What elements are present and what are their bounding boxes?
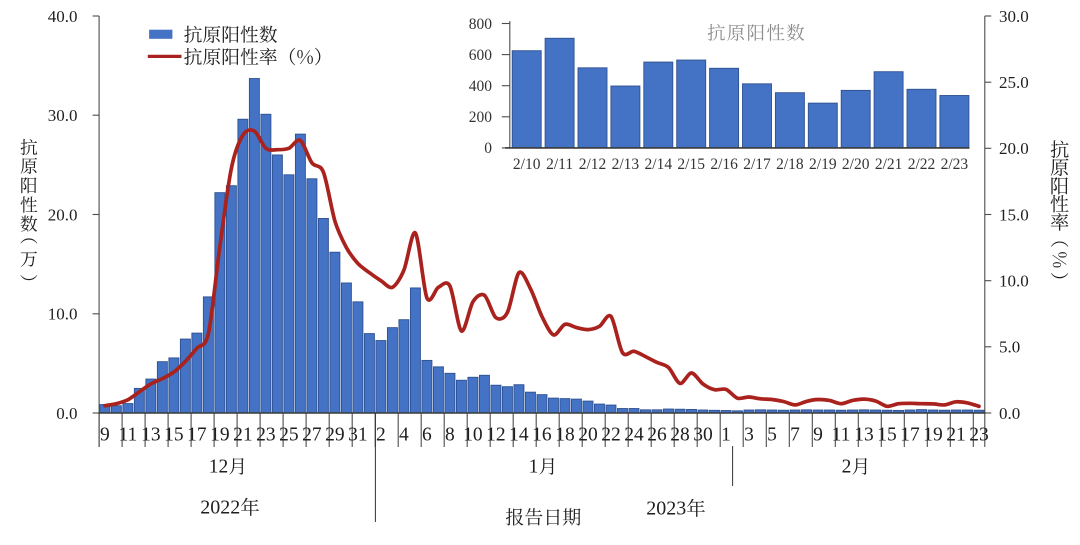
svg-text:20.0: 20.0 <box>999 139 1029 158</box>
svg-text:2/23: 2/23 <box>941 156 969 173</box>
svg-text:13: 13 <box>854 425 874 446</box>
svg-text:23: 23 <box>969 425 989 446</box>
svg-text:14: 14 <box>509 425 529 446</box>
svg-text:11: 11 <box>119 425 138 446</box>
svg-text:18: 18 <box>555 425 575 446</box>
svg-text:29: 29 <box>325 425 345 446</box>
svg-text:31: 31 <box>348 425 368 446</box>
svg-text:11: 11 <box>832 425 851 446</box>
svg-text:2/21: 2/21 <box>875 156 903 173</box>
svg-text:200: 200 <box>469 109 493 126</box>
svg-text:21: 21 <box>233 425 253 446</box>
svg-text:600: 600 <box>469 47 493 64</box>
svg-text:2: 2 <box>842 457 852 478</box>
svg-text:2/10: 2/10 <box>513 156 541 173</box>
svg-text:2022: 2022 <box>200 497 240 519</box>
svg-text:0.0: 0.0 <box>56 404 77 423</box>
svg-text:2: 2 <box>376 425 386 446</box>
svg-text:15: 15 <box>877 425 897 446</box>
svg-text:9: 9 <box>100 425 110 446</box>
svg-text:20.0: 20.0 <box>48 205 78 224</box>
svg-text:30.0: 30.0 <box>48 106 78 125</box>
svg-text:15: 15 <box>164 425 184 446</box>
svg-text:28: 28 <box>670 425 690 446</box>
svg-text:8: 8 <box>445 425 455 446</box>
svg-text:25.0: 25.0 <box>999 73 1029 92</box>
svg-text:2/19: 2/19 <box>809 156 837 173</box>
svg-text:9: 9 <box>813 425 823 446</box>
svg-text:800: 800 <box>469 16 493 33</box>
svg-text:2/15: 2/15 <box>677 156 705 173</box>
svg-text:19: 19 <box>210 425 230 446</box>
svg-text:6: 6 <box>422 425 432 446</box>
svg-text:5.0: 5.0 <box>999 338 1020 357</box>
svg-text:19: 19 <box>923 425 943 446</box>
svg-text:2023: 2023 <box>646 498 686 520</box>
svg-text:2/18: 2/18 <box>776 156 804 173</box>
svg-text:40.0: 40.0 <box>48 7 78 26</box>
svg-text:7: 7 <box>790 425 800 446</box>
svg-text:27: 27 <box>302 425 322 446</box>
svg-text:2/11: 2/11 <box>546 156 573 173</box>
svg-text:30: 30 <box>693 425 713 446</box>
svg-text:25: 25 <box>279 425 299 446</box>
svg-text:10.0: 10.0 <box>999 272 1029 291</box>
svg-text:2/13: 2/13 <box>612 156 640 173</box>
svg-text:0.0: 0.0 <box>999 404 1020 423</box>
svg-text:24: 24 <box>624 425 644 446</box>
svg-text:20: 20 <box>578 425 598 446</box>
svg-text:0: 0 <box>484 140 492 157</box>
svg-text:17: 17 <box>187 425 207 446</box>
svg-text:1: 1 <box>529 457 539 478</box>
svg-text:10.0: 10.0 <box>48 305 78 324</box>
svg-text:5: 5 <box>767 425 777 446</box>
svg-text:2/16: 2/16 <box>710 156 738 173</box>
svg-text:400: 400 <box>469 78 493 95</box>
svg-text:2/14: 2/14 <box>645 156 673 173</box>
svg-text:21: 21 <box>946 425 966 446</box>
svg-text:2/17: 2/17 <box>743 156 771 173</box>
svg-text:23: 23 <box>256 425 276 446</box>
svg-text:2/20: 2/20 <box>842 156 870 173</box>
svg-text:26: 26 <box>647 425 667 446</box>
svg-text:1: 1 <box>721 425 731 446</box>
svg-text:22: 22 <box>601 425 621 446</box>
svg-text:10: 10 <box>463 425 483 446</box>
svg-text:2/12: 2/12 <box>579 156 607 173</box>
svg-text:30.0: 30.0 <box>999 7 1029 26</box>
svg-text:16: 16 <box>532 425 552 446</box>
svg-text:17: 17 <box>900 425 920 446</box>
svg-text:15.0: 15.0 <box>999 205 1029 224</box>
svg-text:3: 3 <box>744 425 754 446</box>
svg-text:12: 12 <box>486 425 506 446</box>
svg-text:2/22: 2/22 <box>908 156 936 173</box>
svg-text:13: 13 <box>141 425 161 446</box>
svg-text:4: 4 <box>399 425 409 446</box>
svg-text:12: 12 <box>209 457 229 478</box>
